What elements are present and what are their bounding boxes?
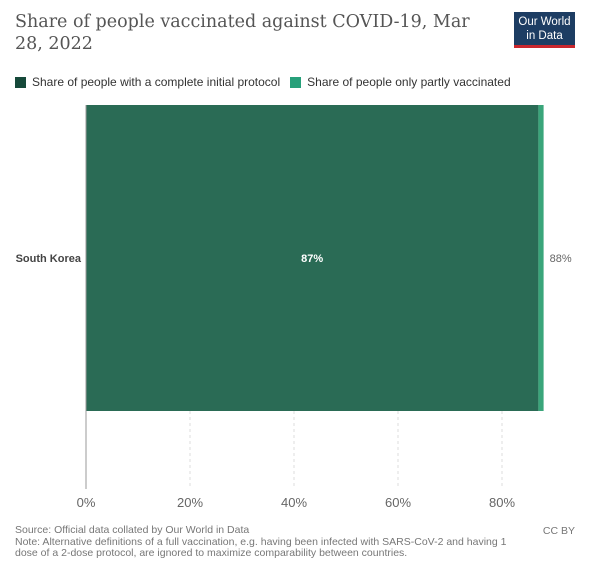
chart-title: Share of people vaccinated against COVID… — [15, 12, 470, 54]
x-tick-label: 40% — [281, 495, 307, 510]
total-label: 88% — [550, 253, 572, 265]
x-tick-label: 20% — [177, 495, 203, 510]
owid-logo[interactable]: Our World in Data — [514, 12, 575, 48]
x-tick-label: 0% — [77, 495, 96, 510]
license-label: CC BY — [542, 525, 575, 537]
bar-complete — [86, 105, 539, 411]
x-tick-label: 60% — [385, 495, 411, 510]
legend-item-complete[interactable]: Share of people with a complete initial … — [15, 75, 280, 89]
chart-footer: Source: Official data collated by Our Wo… — [15, 524, 515, 560]
legend-swatch-complete — [15, 76, 26, 88]
source-note: Source: Official data collated by Our Wo… — [15, 524, 250, 536]
logo-line-2: in Data — [526, 30, 563, 42]
legend-label-partial: Share of people only partly vaccinated — [307, 75, 511, 89]
category-label: South Korea — [16, 253, 82, 265]
data-label: 87% — [301, 253, 323, 265]
legend-swatch-partial — [290, 76, 302, 88]
bar-partial — [538, 105, 544, 411]
x-tick-label: 80% — [489, 495, 515, 510]
methodology-note: Note: Alternative definitions of a full … — [15, 535, 507, 559]
legend-label-complete: Share of people with a complete initial … — [32, 75, 281, 89]
logo-line-1: Our World — [518, 16, 571, 28]
legend-item-partial[interactable]: Share of people only partly vaccinated — [290, 75, 511, 89]
chart-legend: Share of people with a complete initial … — [15, 75, 521, 89]
